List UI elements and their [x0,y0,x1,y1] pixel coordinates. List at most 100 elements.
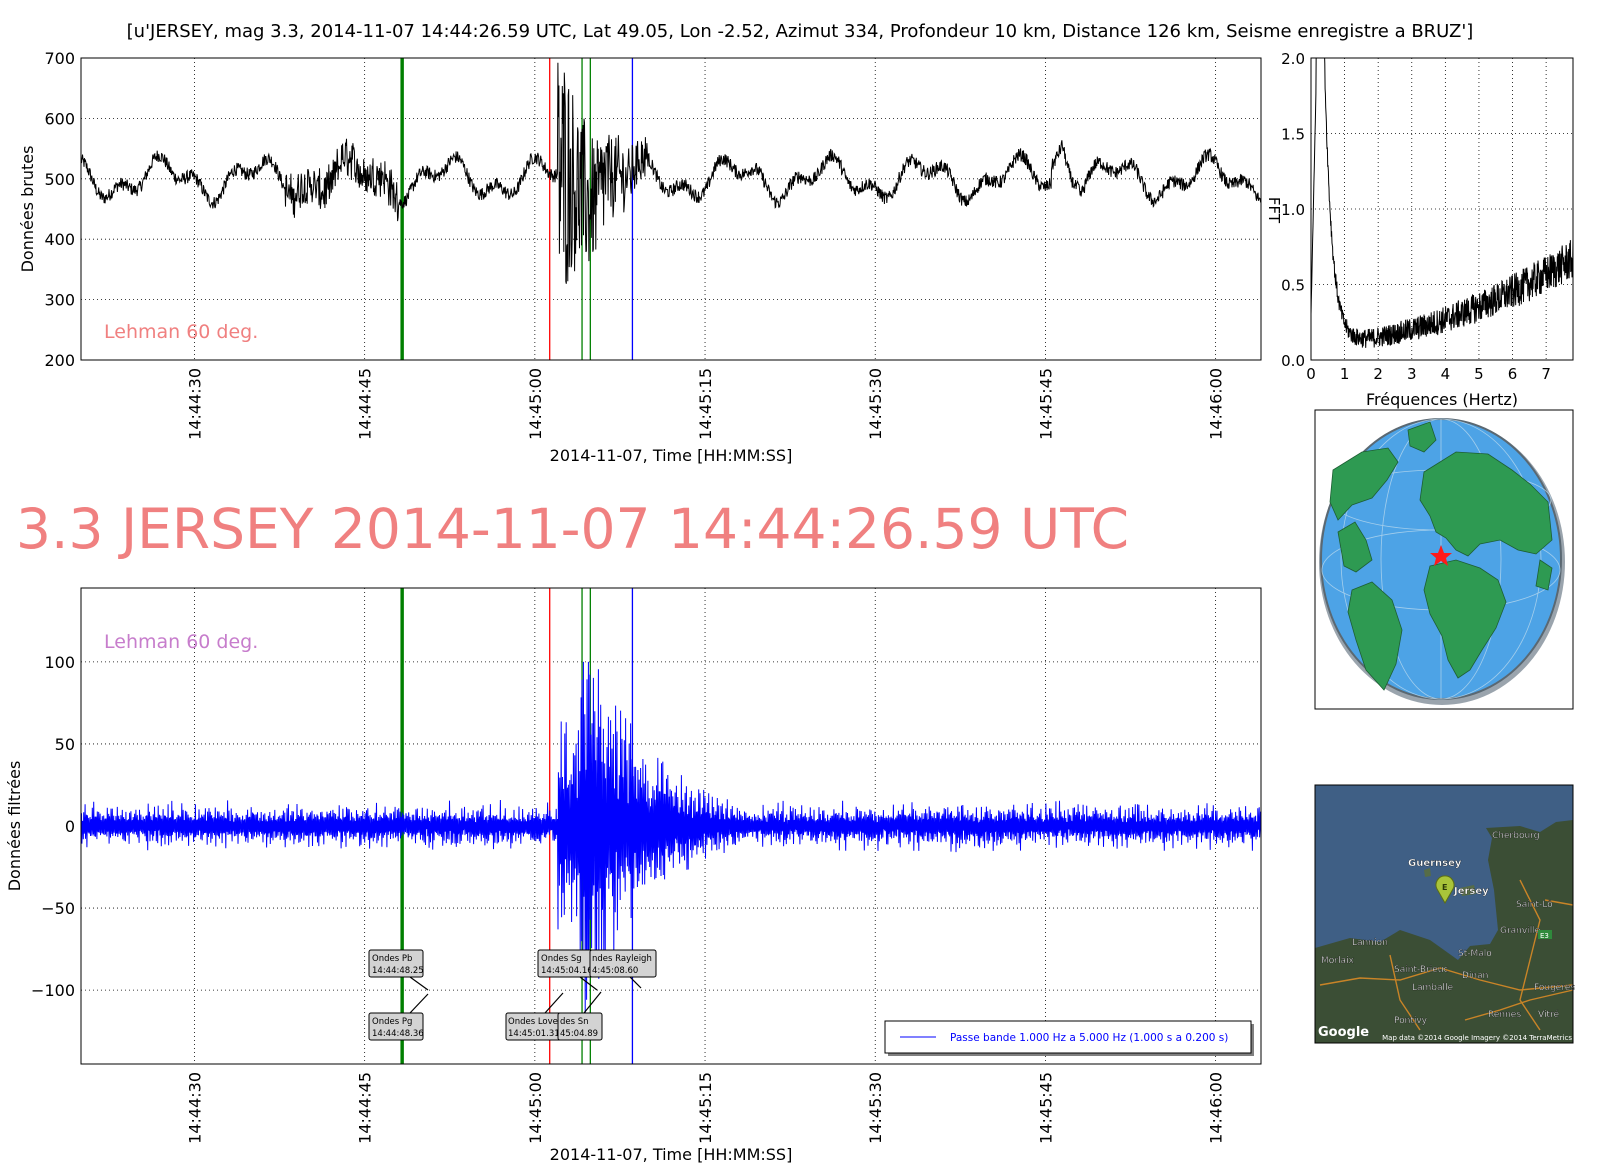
fft-y-tick-label: 2.0 [1281,50,1305,68]
raw-trace [81,62,1261,284]
callout-pb-time: 14:44:48.25 [372,966,424,976]
map-road-shield: E3 [1538,930,1552,940]
map-guernsey-island [1424,868,1431,877]
raw-y-tick-label: 300 [44,291,75,310]
raw-x-tick-label: 14:44:30 [185,368,204,440]
filtered-y-axis-label: Données filtrées [5,761,24,892]
filtered-y-tick-label: 50 [55,735,75,754]
map-label-lannion: Lannion [1352,938,1388,948]
filtered-x-tick-label: 14:44:45 [356,1072,375,1144]
raw-y-tick-label: 400 [44,230,75,249]
raw-x-tick-label: 14:45:00 [526,368,545,440]
map-label-cherbourg: Cherbourg [1492,831,1539,841]
callout-love-time: 14:45:01.31 [508,1029,560,1039]
callout-pb: Ondes Pb 14:44:48.25 [368,949,429,991]
fft-x-tick-label: 2 [1373,365,1383,383]
map-roads [1319,879,1574,1031]
globe-land [1329,421,1553,691]
filtered-legend: Passe bande 1.000 Hz a 5.000 Hz (1.000 s… [884,1020,1254,1056]
map-credit: Map data ©2014 Google Imagery ©2014 Terr… [1382,1034,1572,1042]
fft-y-ticks: 0.0 0.5 1.0 1.5 2.0 [1281,50,1305,370]
raw-x-tick-label: 14:46:00 [1207,368,1226,440]
map-road-shield-label: E3 [1540,932,1549,940]
fft-x-tick-label: 6 [1508,365,1518,383]
fft-y-axis-label: FFT [1265,197,1283,224]
fft-x-tick-label: 7 [1541,365,1551,383]
fft-x-tick-label: 4 [1441,365,1451,383]
raw-y-tick-label: 200 [44,351,75,370]
raw-y-tick-label: 700 [44,49,75,68]
map-label-guernsey: Guernsey [1408,858,1462,869]
fft-y-tick-label: 0.0 [1281,352,1305,370]
raw-annotation: Lehman 60 deg. [104,321,258,343]
callout-sg-name: Ondes Sg [541,954,582,964]
callout-sn-time: 45:04.89 [560,1029,598,1039]
map-label-st-malo: St-Malo [1458,949,1492,959]
filtered-plot-frame [80,587,1262,1065]
map-google-logo: Google [1318,1025,1369,1040]
filtered-x-tick-label: 14:45:15 [696,1072,715,1144]
map-pin-letter: E [1442,883,1447,892]
legend-label: Passe bande 1.000 Hz a 5.000 Hz (1.000 s… [950,1032,1228,1044]
map-label-saint-brieuc: Saint-Brieuc [1394,965,1449,975]
callout-rayleigh-time: 4:45:08.60 [592,966,638,976]
callout-sn-name: des Sn [560,1017,589,1027]
map-epicenter-pin: E [1435,875,1455,905]
raw-x-tick-label: 14:44:45 [356,368,375,440]
figure-title: [u'JERSEY, mag 3.3, 2014-11-07 14:44:26.… [127,21,1474,42]
map-label-saint-lo: Saint-Lô [1516,899,1553,910]
raw-y-ticks: 200 300 400 500 600 700 [44,49,75,370]
map-place-labels: Cherbourg Guernsey Jersey Saint-Lô Granv… [1321,831,1576,1026]
map-label-morlaix: Morlaix [1321,956,1354,966]
filtered-x-tick-label: 14:45:30 [866,1072,885,1144]
filtered-x-tick-label: 14:45:45 [1036,1072,1055,1144]
fft-x-ticks: 0 1 2 3 4 5 6 7 [1306,365,1551,383]
fft-x-tick-label: 5 [1474,365,1484,383]
callout-pg-time: 14:44:48.36 [372,1029,424,1039]
raw-y-axis-label: Données brutes [18,146,37,273]
fft-x-tick-label: 1 [1340,365,1350,383]
regional-map: Cherbourg Guernsey Jersey Saint-Lô Granv… [1314,784,1576,1044]
raw-y-tick-label: 600 [44,109,75,128]
raw-plot-frame [80,57,1262,361]
map-label-rennes: Rennes [1488,1010,1521,1020]
raw-x-axis-label: 2014-11-07, Time [HH:MM:SS] [550,446,793,465]
fft-x-tick-label: 3 [1407,365,1417,383]
map-label-pontivy: Pontivy [1394,1016,1428,1026]
callout-love: Ondes Love 14:45:01.31 [505,992,564,1041]
callout-sn: des Sn 45:04.89 [557,991,603,1041]
raw-grid [81,57,1261,361]
event-headline: 3.3 JERSEY 2014-11-07 14:44:26.59 UTC [16,497,1129,561]
filtered-x-tick-label: 14:44:30 [185,1072,204,1144]
map-label-lamballe: Lamballe [1412,983,1454,993]
filtered-x-ticks: 14:44:30 14:44:45 14:45:00 14:45:15 14:45:30… [185,1072,1225,1144]
filtered-trace [81,661,1261,1020]
raw-x-ticks: 14:44:30 14:44:45 14:45:00 14:45:15 14:45:30… [185,368,1225,440]
filtered-y-tick-label: 100 [44,653,75,672]
filtered-x-tick-label: 14:45:00 [526,1072,545,1144]
fft-x-axis-label: Fréquences (Hertz) [1366,390,1518,409]
callout-love-name: Ondes Love [508,1017,558,1027]
map-label-dinan: Dinan [1462,971,1488,981]
filtered-y-tick-label: −100 [31,981,75,1000]
fft-y-tick-label: 0.5 [1281,277,1305,295]
raw-x-tick-label: 14:45:45 [1036,368,1055,440]
callout-pg-name: Ondes Pg [372,1017,412,1027]
filtered-annotation: Lehman 60 deg. [104,631,258,653]
map-jersey-island [1460,885,1476,896]
globe-star-marker [1430,545,1452,566]
fft-plot: 0.0 0.5 1.0 1.5 2.0 0 1 2 3 4 5 6 7 FFT Fréquences … [1265,50,1574,409]
map-label-vitre: Vitré [1538,1009,1559,1020]
filtered-y-ticks: −100 −50 0 50 100 [31,653,75,1000]
fft-y-tick-label: 1.5 [1281,126,1305,144]
filtered-y-tick-label: 0 [65,817,75,836]
callout-rayleigh: ndes Rayleigh 4:45:08.60 [589,949,657,989]
raw-phase-lines [400,58,634,360]
globe-map [1314,409,1574,710]
fft-plot-frame [1310,57,1574,361]
callout-pb-name: Ondes Pb [372,954,412,964]
filtered-x-tick-label: 14:46:00 [1207,1072,1226,1144]
callout-sg: Ondes Sg 14:45:04.16 [537,949,598,991]
